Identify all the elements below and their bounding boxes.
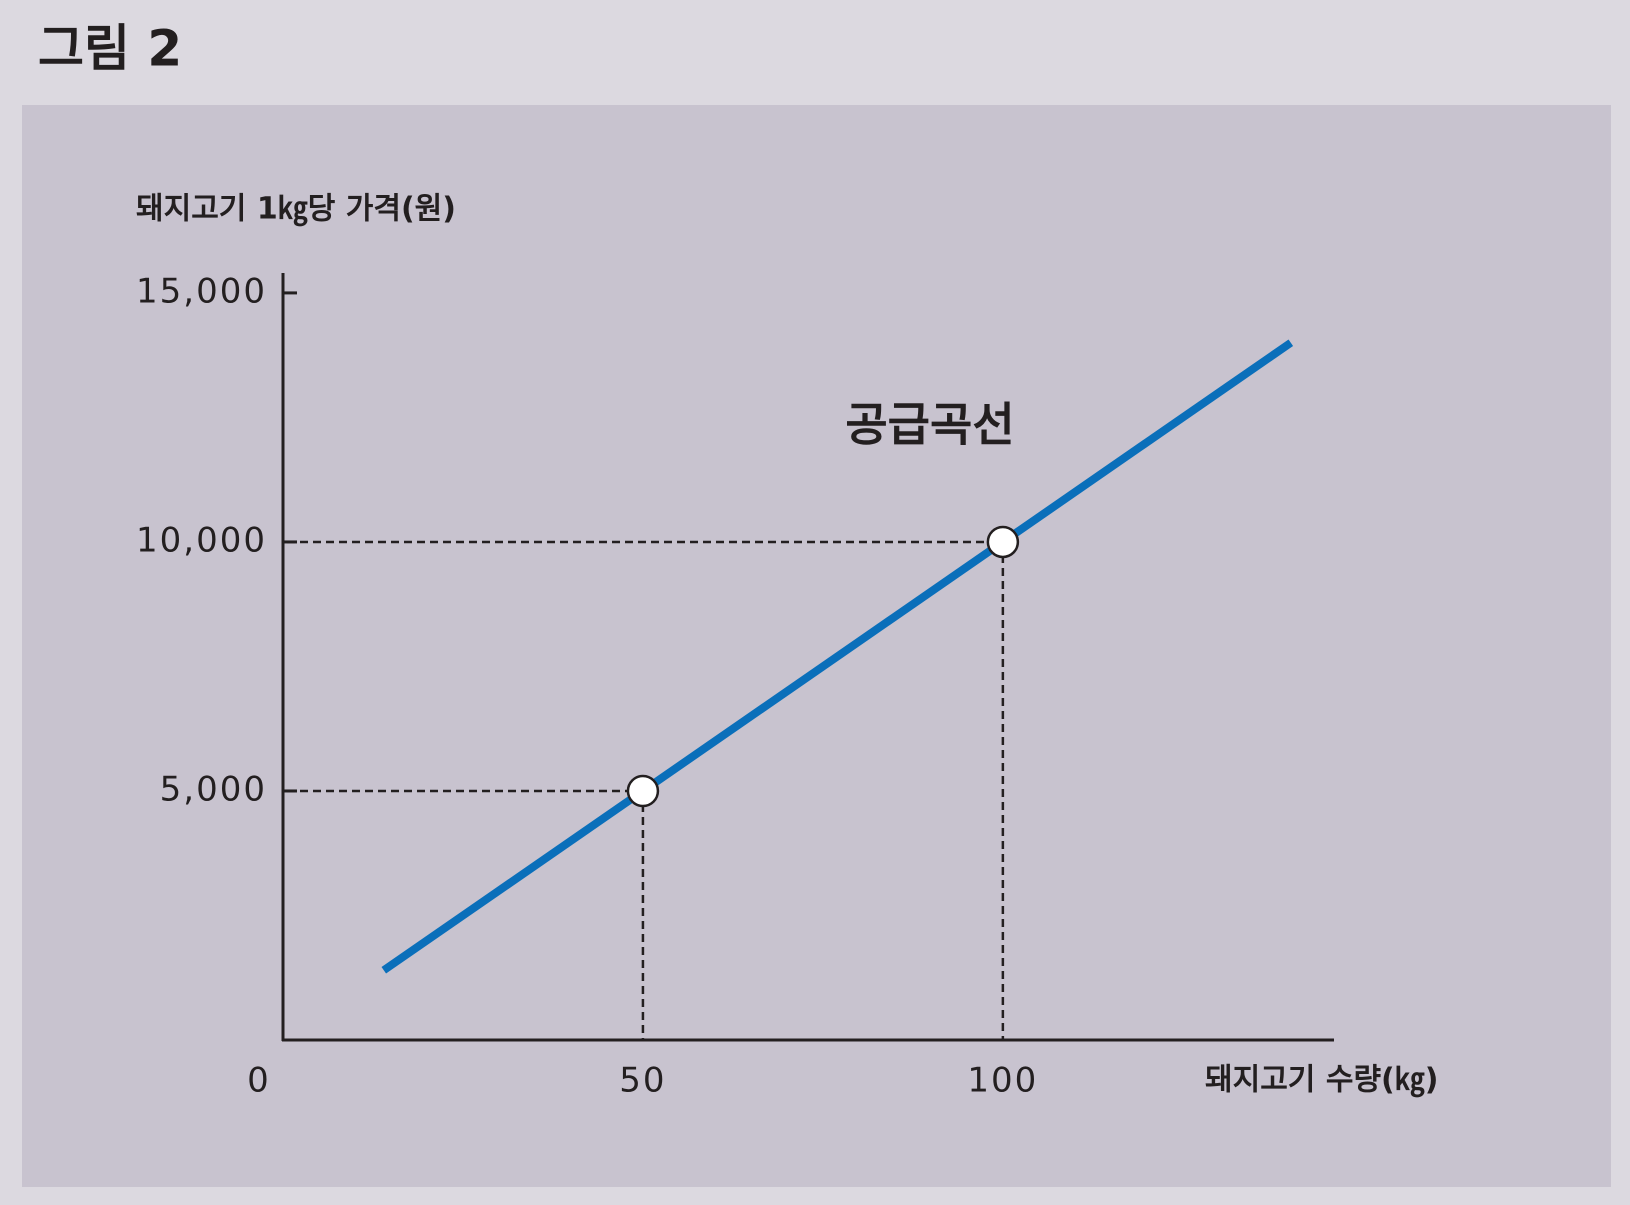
y-tick-label: 15,000 xyxy=(136,271,267,311)
y-tick-label: 5,000 xyxy=(160,769,267,809)
supply-curve xyxy=(381,339,1294,974)
y-axis-label: 돼지고기 1㎏당 가격(원) xyxy=(136,192,456,228)
y-tick-label: 10,000 xyxy=(136,520,267,560)
point xyxy=(626,774,660,808)
figure-title: 그림 2 xyxy=(38,20,182,78)
curve-annotation: 공급곡선 xyxy=(845,398,1014,452)
x-tick-label: 50 xyxy=(619,1061,666,1101)
x-tick-label: 100 xyxy=(967,1061,1038,1101)
x-tick-label: 0 xyxy=(247,1061,271,1101)
x-axis-label: 돼지고기 수량(㎏) xyxy=(1205,1063,1438,1099)
chart-panel xyxy=(22,105,1611,1187)
point xyxy=(986,525,1020,559)
